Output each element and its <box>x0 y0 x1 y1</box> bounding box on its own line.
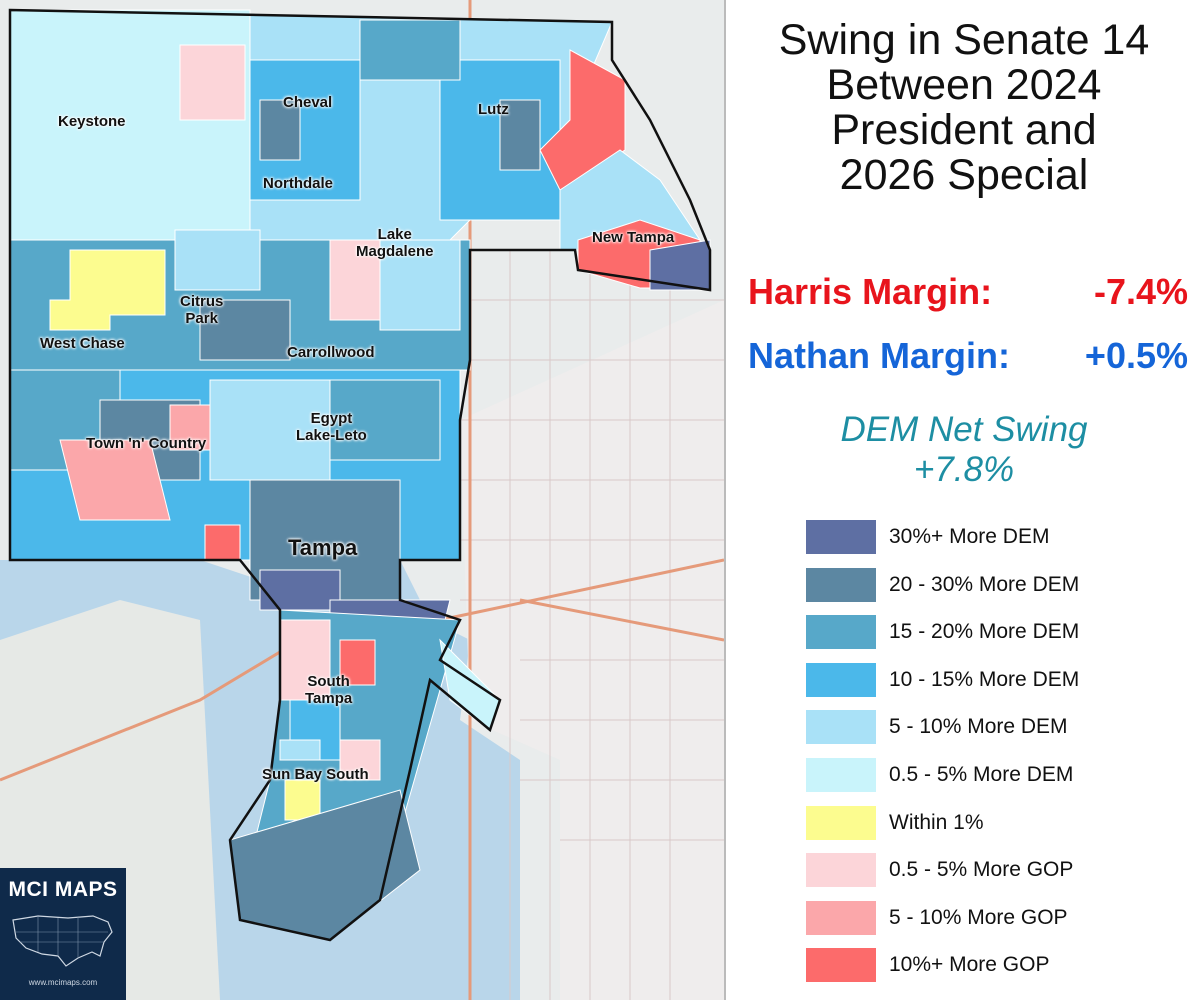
legend-label: 20 - 30% More DEM <box>889 572 1080 596</box>
legend-item: 0.5 - 5% More GOP <box>806 853 1186 888</box>
legend: 30%+ More DEM 20 - 30% More DEM 15 - 20%… <box>806 520 1186 996</box>
legend-swatch <box>806 567 876 602</box>
precincts <box>9 9 711 941</box>
legend-swatch <box>806 853 876 888</box>
place-lake-magdalene: Lake Magdalene <box>356 226 434 260</box>
mci-maps-logo: MCI MAPS www.mcimaps.com <box>0 868 126 1000</box>
south-tampa-line-1: South <box>307 673 350 690</box>
legend-label: Within 1% <box>889 810 984 834</box>
legend-label: 0.5 - 5% More GOP <box>889 858 1074 882</box>
citrus-park-line-2: Park <box>185 310 218 327</box>
usa-outline-icon <box>12 915 113 967</box>
legend-item: 5 - 10% More GOP <box>806 900 1186 936</box>
harris-margin: Harris Margin: -7.4% <box>748 272 1188 312</box>
place-sun-bay-south: Sun Bay South <box>262 766 369 783</box>
legend-swatch <box>806 520 876 554</box>
place-tampa: Tampa <box>288 535 358 560</box>
legend-item: 15 - 20% More DEM <box>806 615 1186 650</box>
title-line-2: Between 2024 <box>826 61 1102 109</box>
place-northdale: Northdale <box>263 175 334 192</box>
place-cheval: Cheval <box>283 94 333 111</box>
citrus-park-line-1: Citrus <box>180 293 224 310</box>
place-keystone: Keystone <box>58 113 126 130</box>
legend-item: 20 - 30% More DEM <box>806 567 1186 603</box>
place-carrollwood: Carrollwood <box>287 344 375 361</box>
egypt-lake-line-1: Egypt <box>310 410 353 427</box>
legend-item: 10 - 15% More DEM <box>806 662 1186 698</box>
title-line-1: Swing in Senate 14 <box>778 16 1150 64</box>
district-outline <box>8 8 712 942</box>
legend-label: 5 - 10% More GOP <box>889 905 1068 929</box>
harris-margin-label: Harris Margin: <box>748 271 993 312</box>
info-panel: Swing in Senate 14 Between 2024 Presiden… <box>724 0 1200 1000</box>
title-line-3: President and <box>831 106 1097 154</box>
street-grid <box>460 250 724 1000</box>
legend-item: Within 1% <box>806 805 1186 841</box>
place-citrus-park: Citrus Park <box>180 293 223 327</box>
legend-swatch <box>806 615 876 650</box>
legend-label: 0.5 - 5% More DEM <box>889 762 1074 786</box>
legend-swatch <box>806 662 876 697</box>
map-title: Swing in Senate 14 Between 2024 Presiden… <box>726 18 1200 198</box>
place-new-tampa: New Tampa <box>592 229 675 246</box>
map-canvas <box>0 0 724 1000</box>
logo-url: www.mcimaps.com <box>28 978 98 987</box>
place-town-n-country: Town 'n' Country <box>86 435 207 452</box>
swing-label: DEM Net Swing <box>840 410 1088 449</box>
swing-value: +7.8% <box>913 450 1015 489</box>
nathan-margin: Nathan Margin: +0.5% <box>748 336 1188 376</box>
south-tampa-line-2: Tampa <box>305 690 353 707</box>
legend-item: 5 - 10% More DEM <box>806 710 1186 745</box>
legend-label: 10%+ More GOP <box>889 953 1050 977</box>
place-egypt-lake-leto: Egypt Lake-Leto <box>296 410 367 444</box>
legend-swatch <box>806 710 876 745</box>
dem-net-swing: DEM Net Swing +7.8% <box>726 410 1200 490</box>
legend-label: 30%+ More DEM <box>889 525 1050 548</box>
place-south-tampa: South Tampa <box>305 673 352 707</box>
legend-label: 15 - 20% More DEM <box>889 620 1080 644</box>
lake-magdalene-line-2: Magdalene <box>356 243 434 260</box>
lake-magdalene-line-1: Lake <box>377 226 412 243</box>
logo-text: MCI MAPS <box>8 878 118 901</box>
legend-swatch <box>806 948 876 983</box>
egypt-lake-line-2: Lake-Leto <box>296 427 367 444</box>
district-map: Keystone Cheval Lutz Northdale Lake Magd… <box>0 0 724 1000</box>
legend-swatch <box>806 805 876 840</box>
legend-item: 10%+ More GOP <box>806 948 1186 983</box>
land-east <box>460 300 724 1000</box>
legend-item: 30%+ More DEM <box>806 520 1186 555</box>
legend-swatch <box>806 757 876 792</box>
place-west-chase: West Chase <box>40 335 125 352</box>
harris-margin-value: -7.4% <box>1093 271 1188 312</box>
legend-label: 10 - 15% More DEM <box>889 667 1080 691</box>
nathan-margin-label: Nathan Margin: <box>748 335 1011 376</box>
title-line-4: 2026 Special <box>839 151 1089 199</box>
legend-item: 0.5 - 5% More DEM <box>806 757 1186 793</box>
nathan-margin-value: +0.5% <box>1084 335 1188 376</box>
legend-swatch <box>806 900 876 935</box>
place-lutz: Lutz <box>478 101 509 118</box>
legend-label: 5 - 10% More DEM <box>889 715 1068 739</box>
